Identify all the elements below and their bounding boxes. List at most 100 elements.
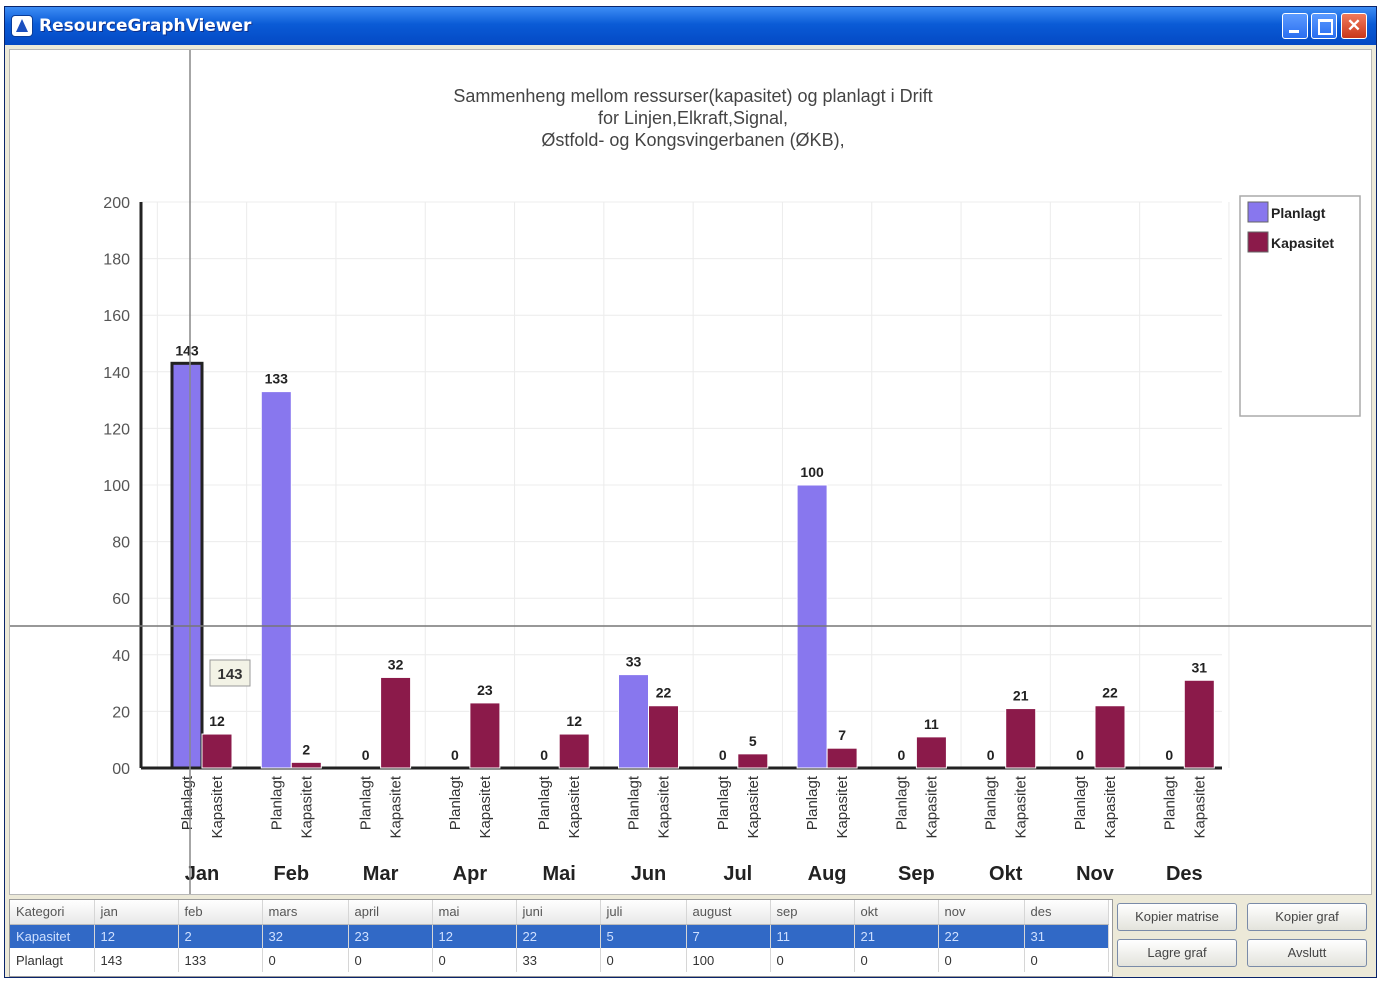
legend-swatch: [1247, 201, 1269, 223]
bar-planlagt: [260, 391, 292, 769]
table-cell[interactable]: 100: [686, 948, 771, 972]
table-cell[interactable]: Kapasitet: [10, 924, 95, 948]
copy-matrix-button[interactable]: Kopier matrise: [1117, 903, 1237, 931]
table-cell[interactable]: 32: [262, 924, 349, 948]
maximize-button[interactable]: [1311, 13, 1337, 39]
bar-series-label: Kapasitet: [388, 775, 405, 838]
table-cell[interactable]: 0: [1024, 948, 1109, 972]
x-category-label: Jun: [631, 863, 667, 885]
table-row[interactable]: Planlagt 143 133 0 0 0 33 0 100 0 0 0 0: [10, 948, 1109, 972]
table-cell[interactable]: 143: [94, 948, 179, 972]
bar-value-label: 0: [987, 747, 995, 763]
bar-kapasitet: [1183, 679, 1215, 769]
bar-kapasitet: [915, 736, 947, 769]
table-cell[interactable]: 133: [178, 948, 263, 972]
table-cell[interactable]: 33: [516, 948, 601, 972]
bar-kapasitet: [826, 747, 858, 769]
table-cell[interactable]: 23: [348, 924, 433, 948]
bar-series-label: Planlagt: [536, 775, 553, 830]
column-header[interactable]: jan: [94, 900, 179, 925]
table-cell[interactable]: 0: [854, 948, 939, 972]
data-grid[interactable]: Kategori jan feb mars april mai juni juli august…: [9, 899, 1113, 977]
table-cell[interactable]: 2: [178, 924, 263, 948]
column-header[interactable]: juni: [516, 900, 601, 925]
table-cell[interactable]: 7: [686, 924, 771, 948]
bar-series-label: Planlagt: [1161, 775, 1178, 830]
table-cell[interactable]: 21: [854, 924, 939, 948]
y-tick-label: 200: [103, 195, 130, 212]
column-header[interactable]: sep: [770, 900, 855, 925]
table-cell[interactable]: Planlagt: [10, 948, 95, 972]
bar-series-label: Kapasitet: [834, 775, 851, 838]
table-cell[interactable]: 0: [432, 948, 517, 972]
y-tick-label: 00: [112, 761, 130, 778]
table-cell[interactable]: 22: [516, 924, 601, 948]
bar-kapasitet: [290, 761, 322, 769]
x-category-label: Des: [1166, 863, 1203, 885]
y-tick-label: 100: [103, 478, 130, 495]
table-row[interactable]: Kapasitet 12 2 32 23 12 22 5 7 11 21 22 31: [10, 924, 1109, 948]
copy-graph-button[interactable]: Kopier graf: [1247, 903, 1367, 931]
bar-series-label: Planlagt: [179, 775, 196, 830]
bar-series-label: Kapasitet: [566, 775, 583, 838]
table-cell[interactable]: 31: [1024, 924, 1109, 948]
table-cell[interactable]: 5: [600, 924, 687, 948]
bar-series-label: Kapasitet: [298, 775, 315, 838]
x-category-label: Aug: [808, 863, 847, 885]
x-category-label: Mai: [543, 863, 576, 885]
bar-series-label: Planlagt: [626, 775, 643, 830]
exit-button[interactable]: Avslutt: [1247, 939, 1367, 967]
bar-planlagt: [170, 361, 204, 770]
bar-value-label: 31: [1192, 659, 1208, 675]
y-tick-label: 80: [112, 535, 130, 552]
minimize-button[interactable]: [1282, 13, 1308, 39]
y-tick-label: 20: [112, 704, 130, 721]
table-cell[interactable]: 22: [938, 924, 1025, 948]
column-header[interactable]: juli: [600, 900, 687, 925]
table-cell[interactable]: 12: [432, 924, 517, 948]
resource-chart[interactable]: Sammenheng mellom ressurser(kapasitet) o…: [10, 50, 1371, 894]
column-header[interactable]: okt: [854, 900, 939, 925]
bar-value-label: 0: [451, 747, 459, 763]
bar-kapasitet: [469, 702, 501, 769]
column-header[interactable]: mars: [262, 900, 349, 925]
save-graph-button[interactable]: Lagre graf: [1117, 939, 1237, 967]
bar-kapasitet: [558, 733, 590, 769]
chart-panel: Sammenheng mellom ressurser(kapasitet) o…: [9, 49, 1372, 895]
column-header[interactable]: august: [686, 900, 771, 925]
table-cell[interactable]: 0: [770, 948, 855, 972]
x-category-label: Feb: [274, 863, 310, 885]
bar-value-label: 22: [1102, 685, 1118, 701]
x-category-label: Okt: [989, 863, 1023, 885]
bar-value-label: 12: [209, 713, 225, 729]
table-cell[interactable]: 0: [348, 948, 433, 972]
column-header[interactable]: des: [1024, 900, 1109, 925]
bar-value-label: 12: [566, 713, 582, 729]
table-cell[interactable]: 0: [600, 948, 687, 972]
column-header[interactable]: feb: [178, 900, 263, 925]
column-header[interactable]: Kategori: [10, 900, 95, 925]
title-bar[interactable]: ResourceGraphViewer ✕: [5, 7, 1376, 45]
table-cell[interactable]: 0: [262, 948, 349, 972]
table-cell[interactable]: 11: [770, 924, 855, 948]
column-header[interactable]: nov: [938, 900, 1025, 925]
bar-series-label: Kapasitet: [745, 775, 762, 838]
window-title: ResourceGraphViewer: [39, 16, 252, 36]
bar-value-label: 23: [477, 682, 493, 698]
bar-value-label: 0: [719, 747, 727, 763]
bar-value-label: 0: [1165, 747, 1173, 763]
bar-kapasitet: [1005, 708, 1037, 769]
y-tick-label: 140: [103, 365, 130, 382]
bar-kapasitet: [737, 753, 769, 769]
x-category-label: Mar: [363, 863, 399, 885]
table-cell[interactable]: 0: [938, 948, 1025, 972]
column-header[interactable]: april: [348, 900, 433, 925]
table-cell[interactable]: 12: [94, 924, 179, 948]
bar-value-label: 100: [800, 464, 824, 480]
x-category-label: Jul: [723, 863, 752, 885]
chart-title-line: Østfold- og Kongsvingerbanen (ØKB),: [541, 130, 844, 150]
data-table: Kategori jan feb mars april mai juni juli august…: [10, 900, 1109, 972]
close-button[interactable]: ✕: [1341, 13, 1367, 39]
bar-value-label: 11: [924, 716, 939, 732]
column-header[interactable]: mai: [432, 900, 517, 925]
